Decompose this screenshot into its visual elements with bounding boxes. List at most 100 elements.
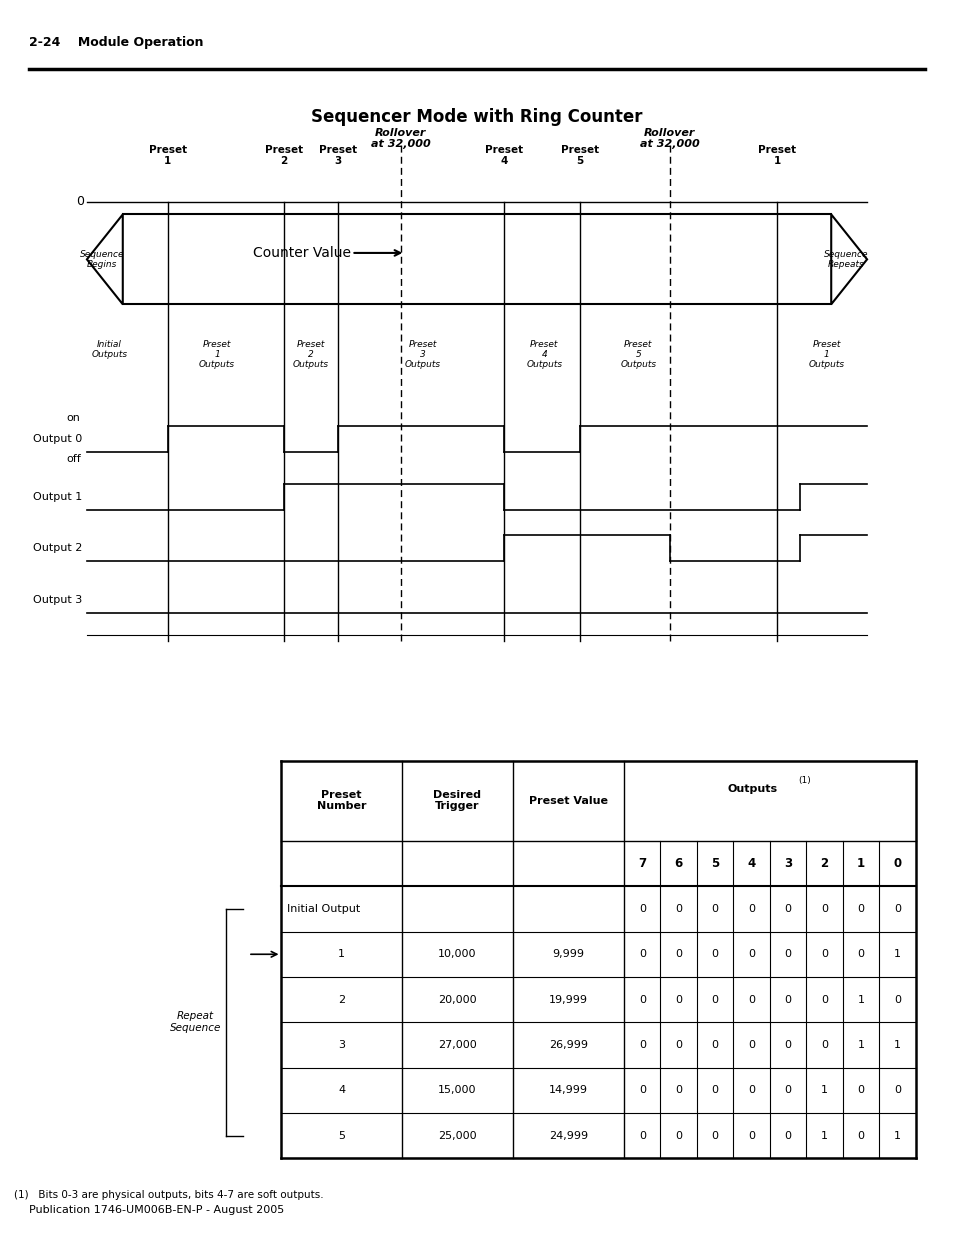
Text: 1: 1 bbox=[338, 950, 345, 960]
Text: Preset
Number: Preset Number bbox=[316, 790, 366, 811]
Text: 0: 0 bbox=[639, 950, 645, 960]
Text: 4: 4 bbox=[337, 1086, 345, 1095]
Text: 6: 6 bbox=[674, 857, 682, 869]
Text: 0: 0 bbox=[821, 904, 827, 914]
Text: 19,999: 19,999 bbox=[548, 994, 587, 1004]
Text: Sequencer Mode with Ring Counter: Sequencer Mode with Ring Counter bbox=[311, 109, 642, 126]
Text: 0: 0 bbox=[783, 994, 791, 1004]
Text: Preset
5: Preset 5 bbox=[560, 144, 598, 167]
Text: 0: 0 bbox=[783, 1086, 791, 1095]
Text: 0: 0 bbox=[747, 1040, 755, 1050]
Text: 0: 0 bbox=[711, 950, 718, 960]
Text: 0: 0 bbox=[711, 1040, 718, 1050]
Text: 0: 0 bbox=[747, 994, 755, 1004]
Text: 0: 0 bbox=[747, 1086, 755, 1095]
Text: 0: 0 bbox=[675, 950, 681, 960]
Text: 5: 5 bbox=[710, 857, 719, 869]
Text: Repeat
Sequence: Repeat Sequence bbox=[170, 1011, 221, 1032]
Text: 0: 0 bbox=[639, 904, 645, 914]
Text: Preset
3: Preset 3 bbox=[318, 144, 356, 167]
Text: 0: 0 bbox=[639, 1086, 645, 1095]
Text: 0: 0 bbox=[639, 994, 645, 1004]
Text: 0: 0 bbox=[893, 904, 901, 914]
Text: 3: 3 bbox=[783, 857, 791, 869]
Text: Preset
1
Outputs: Preset 1 Outputs bbox=[808, 340, 844, 369]
Text: Preset
2: Preset 2 bbox=[265, 144, 303, 167]
Text: 27,000: 27,000 bbox=[437, 1040, 476, 1050]
Text: 25,000: 25,000 bbox=[437, 1130, 476, 1141]
Text: Rollover
at 32,000: Rollover at 32,000 bbox=[371, 127, 430, 149]
Text: 1: 1 bbox=[893, 1130, 901, 1141]
Text: Preset
2
Outputs: Preset 2 Outputs bbox=[293, 340, 329, 369]
Text: 4: 4 bbox=[747, 857, 755, 869]
Text: 2: 2 bbox=[337, 994, 345, 1004]
Text: 2: 2 bbox=[820, 857, 828, 869]
Text: 0: 0 bbox=[675, 1086, 681, 1095]
Text: Preset
1: Preset 1 bbox=[149, 144, 187, 167]
Text: Sequence
Begins: Sequence Begins bbox=[80, 249, 124, 269]
Text: on: on bbox=[67, 414, 81, 424]
Text: 0: 0 bbox=[711, 994, 718, 1004]
Text: 0: 0 bbox=[783, 904, 791, 914]
Text: 0: 0 bbox=[857, 1086, 863, 1095]
Text: 3: 3 bbox=[338, 1040, 345, 1050]
Text: 10,000: 10,000 bbox=[437, 950, 476, 960]
Text: 0: 0 bbox=[893, 857, 901, 869]
Text: Output 0: Output 0 bbox=[33, 435, 82, 445]
Text: Preset
5
Outputs: Preset 5 Outputs bbox=[619, 340, 656, 369]
Text: 0: 0 bbox=[675, 1130, 681, 1141]
Text: 0: 0 bbox=[821, 994, 827, 1004]
Text: 0: 0 bbox=[893, 994, 901, 1004]
Text: 0: 0 bbox=[821, 1040, 827, 1050]
Text: 15,000: 15,000 bbox=[437, 1086, 476, 1095]
Text: 0: 0 bbox=[747, 950, 755, 960]
Text: 0: 0 bbox=[857, 904, 863, 914]
Text: 1: 1 bbox=[893, 950, 901, 960]
Text: 1: 1 bbox=[821, 1130, 827, 1141]
Text: 7: 7 bbox=[638, 857, 645, 869]
Text: 0: 0 bbox=[783, 950, 791, 960]
Text: 0: 0 bbox=[711, 1086, 718, 1095]
Text: Rollover
at 32,000: Rollover at 32,000 bbox=[639, 127, 699, 149]
Text: 0: 0 bbox=[857, 950, 863, 960]
Text: 0: 0 bbox=[76, 195, 84, 207]
Text: 0: 0 bbox=[711, 1130, 718, 1141]
Text: (1)   Bits 0-3 are physical outputs, bits 4-7 are soft outputs.: (1) Bits 0-3 are physical outputs, bits … bbox=[14, 1191, 324, 1200]
Text: Sequence
Repeats: Sequence Repeats bbox=[823, 249, 868, 269]
Text: 0: 0 bbox=[639, 1040, 645, 1050]
Text: 1: 1 bbox=[856, 857, 864, 869]
Text: 1: 1 bbox=[821, 1086, 827, 1095]
Text: 0: 0 bbox=[747, 1130, 755, 1141]
Text: 0: 0 bbox=[857, 1130, 863, 1141]
Text: 1: 1 bbox=[857, 994, 863, 1004]
Text: Preset
4: Preset 4 bbox=[484, 144, 522, 167]
Text: 0: 0 bbox=[639, 1130, 645, 1141]
Text: 0: 0 bbox=[747, 904, 755, 914]
Text: 0: 0 bbox=[783, 1130, 791, 1141]
Text: Counter Value: Counter Value bbox=[253, 246, 351, 259]
Text: 0: 0 bbox=[783, 1040, 791, 1050]
Text: Preset
4
Outputs: Preset 4 Outputs bbox=[526, 340, 561, 369]
Text: 26,999: 26,999 bbox=[548, 1040, 587, 1050]
Text: 2-24    Module Operation: 2-24 Module Operation bbox=[29, 36, 203, 48]
Text: 14,999: 14,999 bbox=[548, 1086, 587, 1095]
Text: 24,999: 24,999 bbox=[548, 1130, 587, 1141]
Text: Outputs: Outputs bbox=[727, 784, 777, 794]
Text: 0: 0 bbox=[821, 950, 827, 960]
Text: Output 2: Output 2 bbox=[33, 543, 82, 553]
Text: 5: 5 bbox=[338, 1130, 345, 1141]
Text: 9,999: 9,999 bbox=[552, 950, 584, 960]
Text: Preset Value: Preset Value bbox=[529, 795, 607, 805]
Text: 0: 0 bbox=[675, 994, 681, 1004]
Text: Output 1: Output 1 bbox=[33, 492, 82, 501]
Text: Desired
Trigger: Desired Trigger bbox=[433, 790, 481, 811]
Text: Preset
3
Outputs: Preset 3 Outputs bbox=[405, 340, 441, 369]
Text: (1): (1) bbox=[798, 776, 810, 784]
Text: 1: 1 bbox=[893, 1040, 901, 1050]
Text: 0: 0 bbox=[711, 904, 718, 914]
Text: 0: 0 bbox=[675, 1040, 681, 1050]
Text: off: off bbox=[66, 454, 81, 464]
Text: Output 3: Output 3 bbox=[33, 595, 82, 605]
Text: 20,000: 20,000 bbox=[437, 994, 476, 1004]
Text: Publication 1746-UM006B-EN-P - August 2005: Publication 1746-UM006B-EN-P - August 20… bbox=[29, 1205, 284, 1215]
